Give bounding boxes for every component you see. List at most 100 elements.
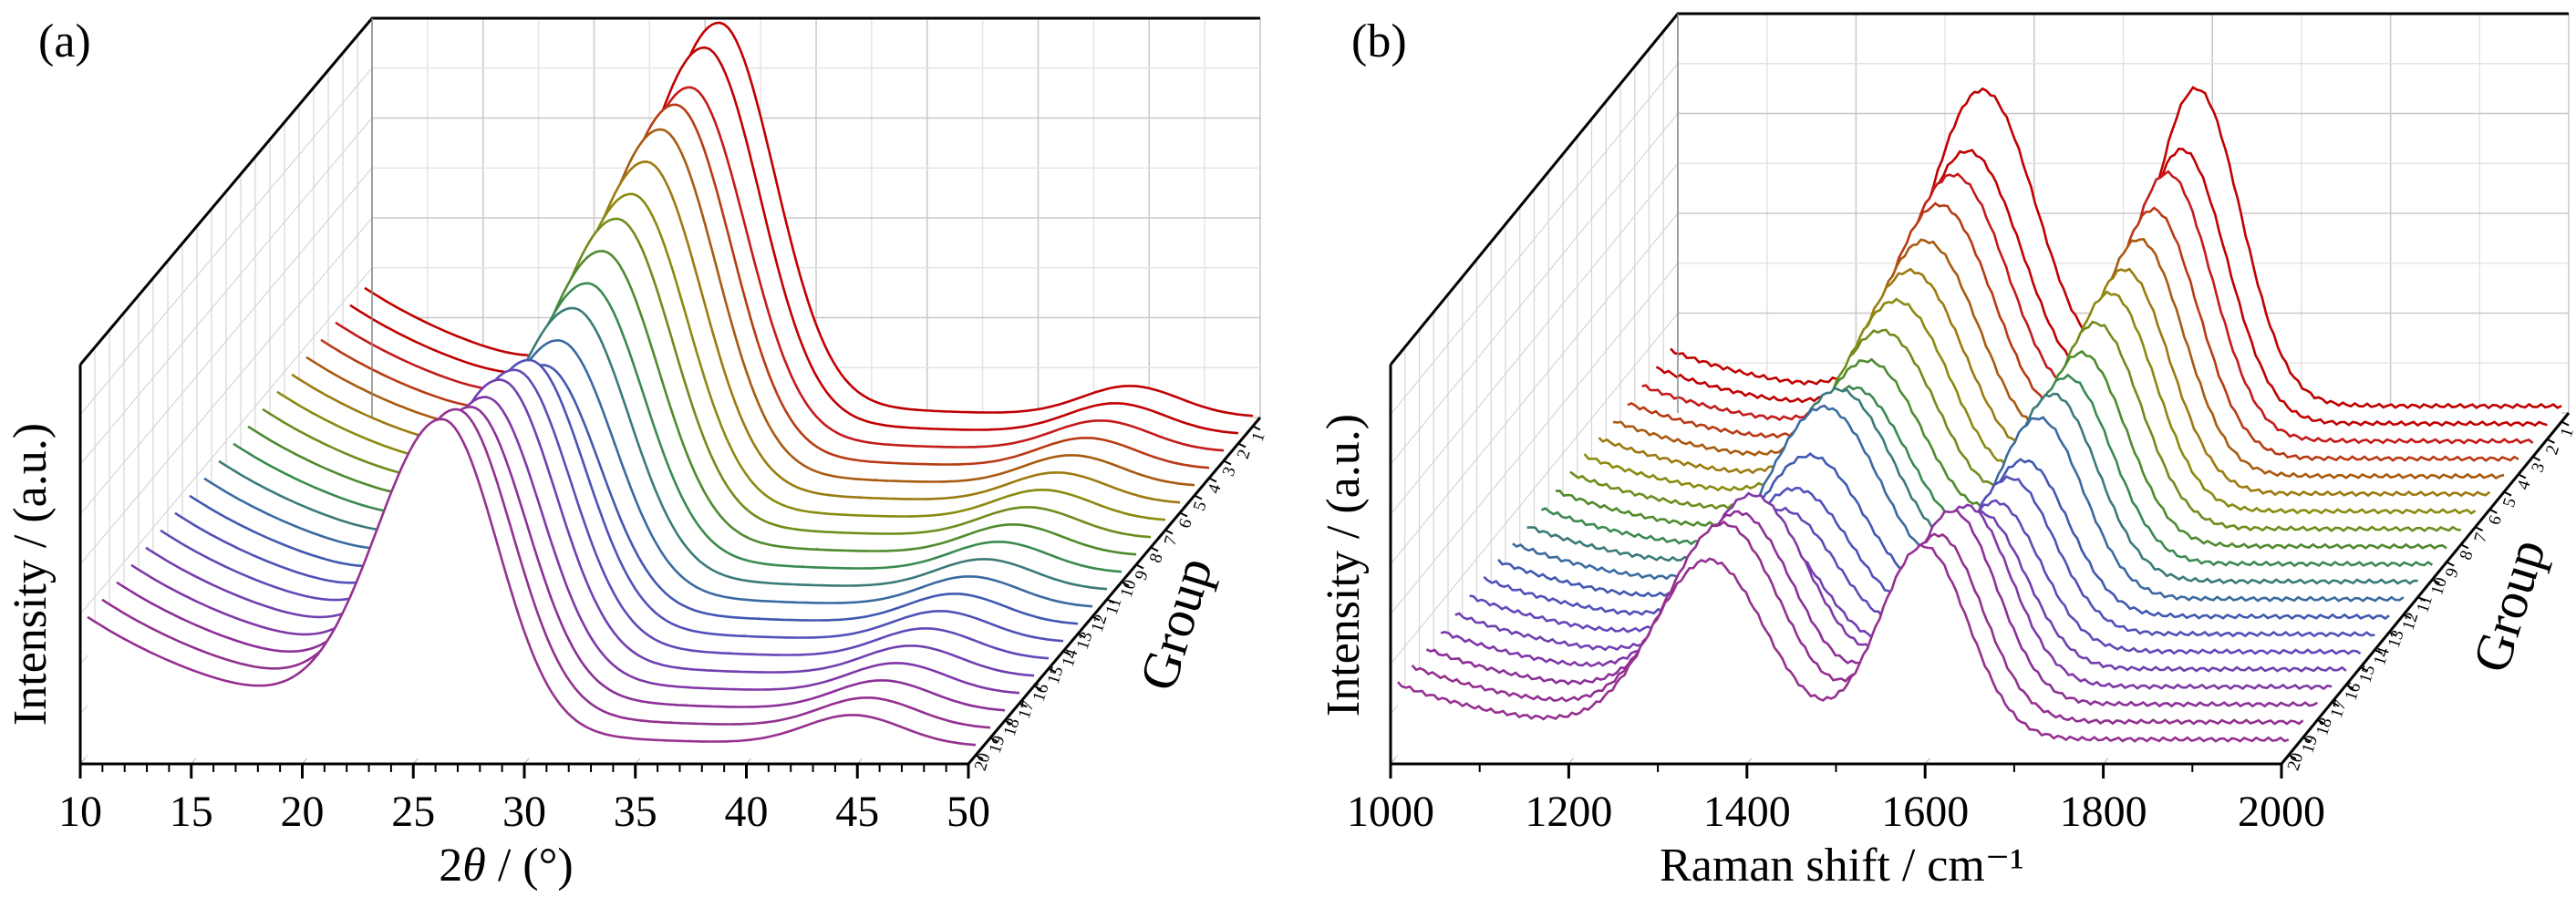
- series-line-group-1: [364, 21, 1254, 418]
- group-tick: [2331, 701, 2340, 707]
- series-line-group-10: [233, 282, 1122, 573]
- group-tick-label: 9: [1132, 569, 1153, 583]
- group-tick-label: 8: [2457, 548, 2478, 562]
- x-tick-label: 20: [281, 788, 325, 836]
- x-axis-label-a: 2θ / (°): [439, 840, 573, 892]
- side-wall-gridline: [79, 167, 373, 515]
- x-tick-label: 50: [947, 788, 990, 836]
- group-tick-label: 20: [971, 750, 995, 773]
- group-tick-label: 16: [2342, 680, 2365, 703]
- group-tick-label: 13: [2385, 628, 2408, 651]
- series-line-group-2: [349, 46, 1239, 435]
- series-line-group-20: [87, 418, 977, 747]
- x-tick-label: 45: [835, 788, 879, 836]
- group-tick: [1106, 598, 1115, 604]
- group-tick-label: 11: [1102, 595, 1126, 617]
- group-tick: [2503, 490, 2512, 497]
- group-tick: [1033, 685, 1042, 691]
- depth-axis-line: [967, 417, 1262, 765]
- group-tick-label: 12: [1088, 612, 1112, 634]
- group-tick: [2560, 420, 2570, 427]
- group-tick-label: 19: [2298, 733, 2322, 756]
- curves-a: [87, 21, 1254, 756]
- group-tick-label: 10: [2427, 575, 2451, 598]
- axes-b: 1000 1200 1400 1600 1800 20002019181716151413…: [1347, 12, 2576, 836]
- group-tick-label: 3: [1219, 465, 1240, 479]
- group-tick-label: 20: [2284, 750, 2308, 773]
- side-wall-gridline: [1390, 212, 1679, 565]
- side-wall-gridline: [79, 118, 373, 465]
- group-tick-label: 6: [2485, 513, 2506, 528]
- group-tick: [2431, 578, 2440, 584]
- side-wall-gridline: [1390, 162, 1679, 515]
- series-line-group-15: [160, 368, 1050, 660]
- group-tick-label: 1: [1248, 430, 1269, 445]
- group-tick: [989, 737, 998, 743]
- group-tick-label: 4: [1205, 481, 1226, 496]
- group-tick: [1077, 633, 1086, 639]
- group-tick-label: 6: [1175, 517, 1196, 531]
- group-tick-label: 17: [1015, 698, 1039, 721]
- side-wall-gridline: [1390, 263, 1679, 615]
- group-tick-label: 12: [2399, 610, 2423, 633]
- group-tick: [2446, 561, 2455, 567]
- group-tick-label: 14: [1059, 646, 1082, 669]
- side-wall-gridline: [79, 217, 373, 565]
- series-line-group-14: [174, 358, 1064, 643]
- x-tick-label: 1600: [1881, 788, 1969, 836]
- group-tick-label: 16: [1029, 681, 1053, 704]
- group-tick: [2345, 684, 2354, 690]
- x-tick-label: 15: [170, 788, 213, 836]
- x-tick-label: 25: [391, 788, 435, 836]
- group-tick-label: 1: [2557, 426, 2576, 440]
- y-axis-label-a: Intensity / (a.u.): [5, 423, 57, 726]
- group-tick: [2388, 631, 2397, 637]
- group-tick-label: 9: [2442, 566, 2463, 581]
- group-tick-label: 15: [2355, 663, 2379, 686]
- panel-label-b: (b): [1351, 15, 1407, 67]
- series-line-group-17: [130, 396, 1020, 695]
- group-tick-label: 15: [1044, 664, 1068, 686]
- group-tick: [2417, 596, 2426, 603]
- group-tick-label: 19: [986, 733, 1009, 756]
- series-line-group-13: [189, 364, 1079, 625]
- group-tick: [1208, 477, 1217, 483]
- series-line-group-20: [1396, 542, 2290, 743]
- depth-axis-line: [2280, 412, 2571, 765]
- curves-b: [1396, 86, 2562, 756]
- group-tick-label: 7: [1161, 534, 1182, 549]
- x-tick-label: 2000: [2238, 788, 2325, 836]
- group-tick-label: 17: [2327, 698, 2351, 721]
- group-tick: [1135, 563, 1144, 570]
- group-tick-label: 14: [2370, 644, 2394, 667]
- group-tick: [1164, 529, 1174, 535]
- group-tick-label: 5: [2499, 496, 2520, 510]
- group-tick: [2403, 613, 2412, 620]
- group-tick: [2488, 508, 2498, 514]
- group-tick: [2316, 718, 2325, 725]
- x-tick-label: 40: [725, 788, 769, 836]
- group-tick: [1150, 546, 1159, 552]
- x-tick-label: 1800: [2060, 788, 2147, 836]
- x-tick-label: 1200: [1525, 788, 1612, 836]
- group-tick-label: 7: [2470, 531, 2491, 545]
- group-tick: [2360, 666, 2369, 673]
- series-fill: [88, 418, 976, 756]
- x-tick-label: 35: [614, 788, 657, 836]
- group-tick-label: 3: [2528, 460, 2549, 475]
- panel-b: (b) 1000 1200 1400 1600 1800 2000201918171615…: [1318, 12, 2576, 892]
- group-tick: [2518, 473, 2527, 479]
- side-wall-gridline: [1390, 63, 1679, 416]
- group-tick: [1004, 719, 1013, 726]
- x-tick-label: 30: [502, 788, 546, 836]
- group-tick: [975, 754, 984, 760]
- x-axis-label-a-unit: / (°): [486, 840, 574, 892]
- group-tick: [1179, 511, 1188, 518]
- x-axis-label-a-theta: θ: [462, 840, 486, 892]
- group-tick: [1048, 667, 1057, 674]
- panel-a: (a) 10 15 20 25 30 35 40 45 50201918171615141312…: [5, 15, 1269, 892]
- series-fill: [1397, 544, 2289, 756]
- group-tick: [1091, 615, 1101, 622]
- group-tick-label: 5: [1190, 500, 1211, 514]
